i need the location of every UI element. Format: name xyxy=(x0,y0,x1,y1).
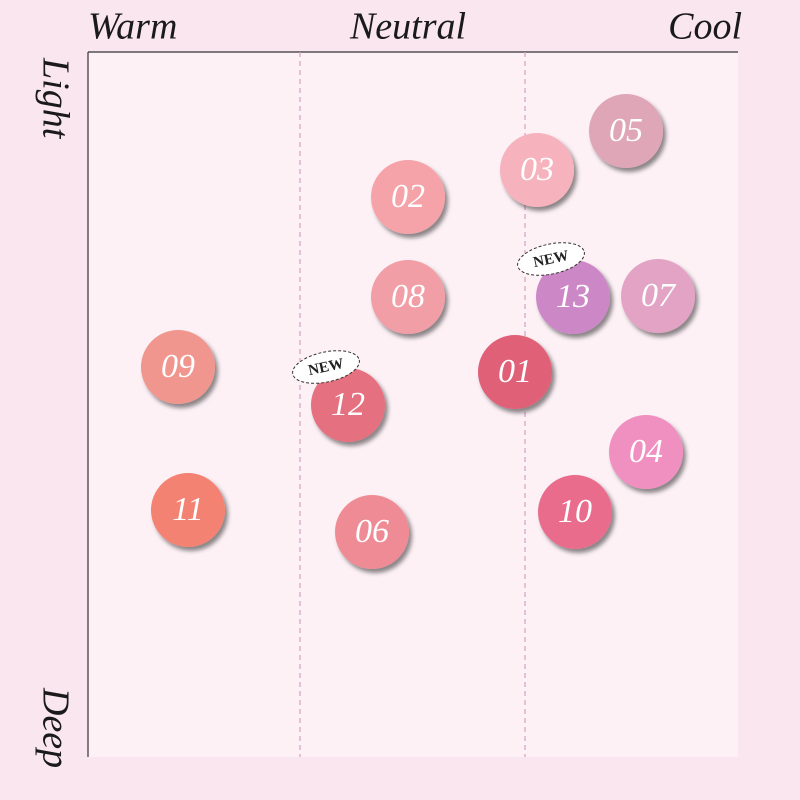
axis-label: Warm xyxy=(88,6,177,48)
swatch-circle xyxy=(538,475,612,549)
swatch-label: 10 xyxy=(558,493,592,530)
badge-shape xyxy=(517,242,585,276)
axis-label: Light xyxy=(34,57,76,140)
swatch: 09 xyxy=(141,330,215,404)
swatch: 13 NEW xyxy=(517,242,610,334)
swatch-label: 04 xyxy=(629,433,663,470)
swatch: 11 xyxy=(151,473,225,547)
swatch-circle xyxy=(335,495,409,569)
badge-label: NEW xyxy=(532,248,570,271)
swatch: 12 NEW xyxy=(292,350,385,442)
badge-shape xyxy=(292,350,360,384)
swatch-label: 09 xyxy=(161,348,195,385)
swatch-circle xyxy=(621,259,695,333)
swatch-circle xyxy=(371,160,445,234)
swatch: 07 xyxy=(621,259,695,333)
swatch-circle xyxy=(609,415,683,489)
swatch-circle xyxy=(589,94,663,168)
axis-label: Deep xyxy=(34,687,76,768)
swatch-label: 12 xyxy=(331,386,365,423)
axis-label: Cool xyxy=(668,6,742,48)
swatch-label: 11 xyxy=(172,491,203,528)
swatch: 04 xyxy=(609,415,683,489)
swatch: 03 xyxy=(500,133,574,207)
swatch-circle xyxy=(371,260,445,334)
axis-label: Neutral xyxy=(349,6,466,48)
swatch-label: 02 xyxy=(391,178,425,215)
swatch-label: 06 xyxy=(355,513,389,550)
swatch: 06 xyxy=(335,495,409,569)
swatch-circle xyxy=(151,473,225,547)
swatch-circle xyxy=(500,133,574,207)
swatch-circle xyxy=(141,330,215,404)
swatch-circle xyxy=(311,368,385,442)
swatch: 10 xyxy=(538,475,612,549)
swatch-label: 08 xyxy=(391,278,425,315)
swatch-label: 13 xyxy=(556,278,590,315)
swatch-label: 07 xyxy=(641,277,677,314)
swatch-label: 05 xyxy=(609,112,643,149)
swatch: 05 xyxy=(589,94,663,168)
swatches: 02 03 05 08 13 NEW 07 09 01 12 NEW 04 11 06 10 xyxy=(141,94,695,569)
swatch-circle xyxy=(478,335,552,409)
swatch: 08 xyxy=(371,260,445,334)
badge-label: NEW xyxy=(307,356,345,379)
swatch-circle xyxy=(536,260,610,334)
swatch-label: 01 xyxy=(498,353,532,390)
swatch-label: 03 xyxy=(520,151,554,188)
swatch: 01 xyxy=(478,335,552,409)
swatch: 02 xyxy=(371,160,445,234)
